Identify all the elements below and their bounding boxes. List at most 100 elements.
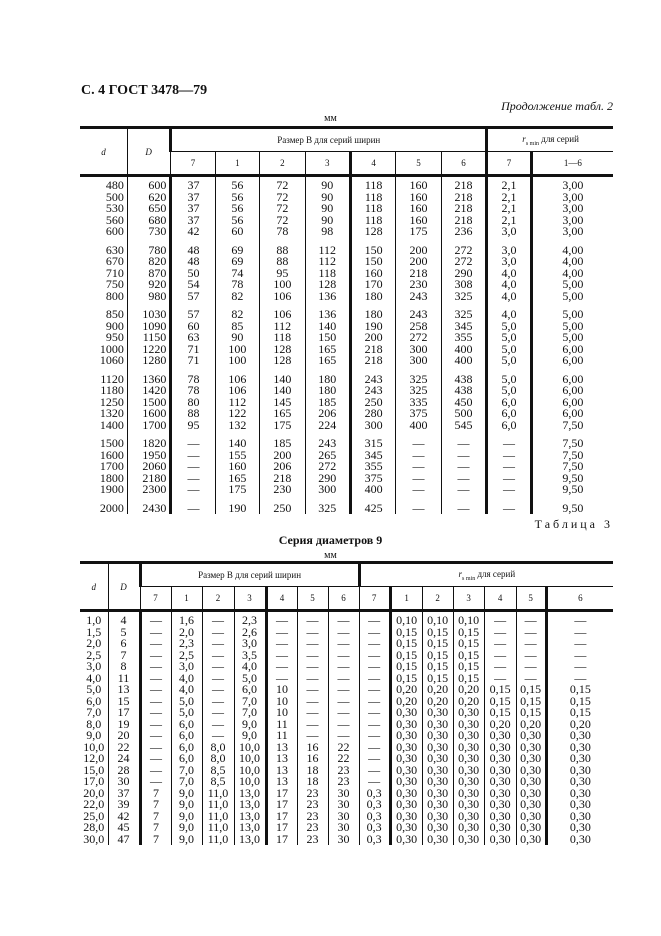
table-cell: 243 — [395, 290, 442, 302]
table-cell: 325 — [304, 495, 351, 514]
table-cell: 480 — [105, 178, 124, 192]
table-cell: 5,0 — [233, 672, 266, 684]
table-cell: 6,00 — [529, 354, 613, 367]
table-cell: 100 — [214, 354, 260, 367]
table-cell: 5,00 — [529, 290, 613, 302]
table-cell: 0,15 — [515, 706, 547, 719]
table-cell: 18 — [296, 775, 328, 788]
table-cell: 185 — [304, 396, 351, 408]
table-cell: 23 — [296, 798, 328, 811]
table-cell: — — [395, 483, 442, 496]
table-row: 900 1090 60 85 112 140 190 258 345 5,0 5,00 — [80, 320, 613, 332]
table-cell: 0,30 — [452, 752, 485, 765]
table-cell: 0,15 — [421, 649, 454, 661]
table-cell: 11,0 — [201, 833, 234, 845]
table-cell: — — [483, 610, 517, 627]
table-row: 17,0 30—7,0 8,5 10,0 13 18 23—0,30 0,30 0,30 0,30… — [80, 775, 614, 788]
table-cell: 5,0 — [485, 331, 532, 344]
table-cell: 1400 — [99, 417, 124, 432]
table-cell: 0,20 — [388, 683, 423, 696]
table-cell: 400 — [348, 483, 396, 496]
series-header: 1 — [388, 586, 423, 612]
table-cell: 218 — [395, 267, 442, 279]
table-cell: 1180 — [100, 383, 124, 397]
table-cell: 3,00 — [529, 175, 613, 192]
table-cell: 22 — [327, 741, 360, 753]
table-cell: — — [138, 649, 171, 661]
table-cell: 0,20 — [452, 695, 485, 707]
table-cell: 30 — [327, 798, 360, 811]
table-cell: 82 — [214, 302, 260, 321]
table-cell: 7,0 — [233, 695, 266, 707]
table-row: 9,0 20—6,0—9,0 11— — —0,30 0,30 0,30 0,30 0,30 0,… — [80, 728, 614, 742]
table-cell: 300 — [395, 343, 442, 355]
series-header: 7 — [170, 151, 216, 177]
table-cell: 118 — [348, 214, 396, 226]
table-cell: 2,5 — [86, 647, 102, 662]
table-cell: 71 — [169, 343, 216, 355]
table-cell: 10,0 — [233, 741, 266, 753]
table-cell: 0,30 — [421, 787, 454, 799]
table-cell: 0,30 — [388, 833, 423, 845]
series-header: 6 — [440, 151, 488, 177]
table-continuation-caption: Продолжение табл. 2 — [501, 99, 613, 113]
table-cell: 0,30 — [421, 810, 454, 822]
table-cell: 1280 — [126, 354, 171, 367]
table-cell: 106 — [259, 302, 306, 321]
table-cell: 1700 — [126, 419, 171, 431]
table-cell: 5,0 — [485, 366, 532, 385]
table-row: 1900 2300—175 230 300 400— — —9,50 — [80, 483, 613, 496]
table-cell: 0,30 — [544, 821, 614, 834]
table-cell: 9,0 — [170, 787, 202, 799]
table-cell: 80 — [169, 396, 216, 408]
table-cell: — — [544, 649, 614, 661]
table-cell: 500 — [105, 189, 124, 204]
table-cell: — — [296, 683, 328, 696]
table-cell: — — [138, 729, 171, 742]
table-cell: 190 — [348, 320, 396, 332]
table-cell: 0,30 — [515, 810, 547, 822]
table-cell: 6,00 — [529, 407, 613, 420]
table-cell: 5,0 — [485, 343, 532, 355]
table-cell: 0,30 — [452, 741, 485, 753]
table-row: 2,0 6—2,3—3,0— — — —0,15 0,15 0,15— — — — [80, 637, 614, 650]
table-cell: 0,30 — [452, 706, 485, 719]
table-cell: 13,0 — [233, 798, 266, 811]
series-header: 3 — [233, 586, 267, 612]
table-cell: 0,15 — [388, 637, 423, 650]
table-cell: 345 — [440, 320, 487, 332]
table-cell: 23 — [327, 775, 360, 788]
table-cell: 136 — [304, 290, 351, 302]
table-row: 1,0 4—1,6—2,3— — — —0,10 0,10 0,10— — — — [80, 610, 614, 627]
table-cell: 0,30 — [452, 775, 485, 788]
table-cell: 72 — [259, 175, 306, 192]
table-cell: 780 — [126, 237, 171, 256]
table-cell: 150 — [348, 237, 396, 256]
table-cell: 0,3 — [358, 798, 391, 811]
table-cell: 0,30 — [483, 833, 517, 845]
table-cell: 5,0 — [485, 384, 532, 397]
table-cell: 0,30 — [544, 729, 614, 742]
table-cell: 3,0 — [233, 637, 266, 650]
table-cell: 57 — [169, 302, 216, 321]
table-cell: 0,10 — [452, 610, 485, 627]
table-cell: 9,0 — [86, 728, 102, 742]
table-cell: — — [483, 660, 517, 673]
table-cell: 85 — [214, 320, 260, 332]
table-row: 7,0 17—5,0—7,0 10— — —0,30 0,30 0,30 0,15 0,15 0,… — [80, 706, 614, 719]
table-cell: 0,15 — [388, 672, 423, 684]
table-row: 8,0 19—6,0—9,0 11— — —0,30 0,30 0,30 0,20 0,20 0,… — [80, 718, 614, 730]
table-cell: 0,30 — [388, 810, 423, 822]
table-cell: 3,0 — [485, 225, 532, 238]
table-cell: 0,30 — [388, 718, 423, 730]
table-cell: — — [296, 718, 328, 730]
table-cell: 0,15 — [452, 649, 485, 661]
table-cell: 0,30 — [515, 752, 547, 765]
table-cell: — — [358, 649, 391, 661]
table-cell: — — [201, 626, 234, 638]
table-cell: 128 — [304, 278, 351, 291]
table-cell: 0,30 — [452, 833, 485, 845]
table-cell: — — [169, 460, 216, 473]
table-cell: 272 — [395, 331, 442, 344]
table-cell: 88 — [259, 255, 306, 268]
